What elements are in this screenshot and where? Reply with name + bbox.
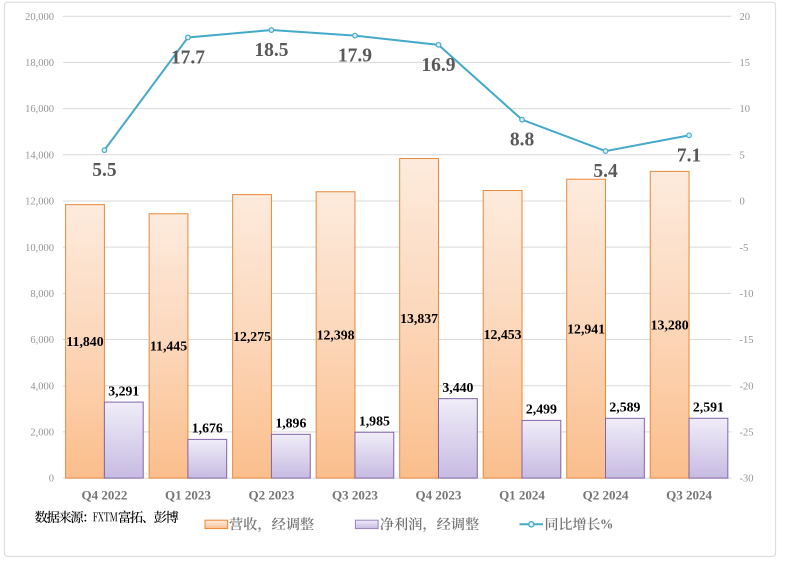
svg-text:1,896: 1,896 [275, 416, 306, 431]
svg-text:20,000: 20,000 [25, 12, 54, 23]
svg-text:2,000: 2,000 [30, 428, 54, 439]
svg-text:Q2 2024: Q2 2024 [583, 488, 629, 503]
svg-text:11,840: 11,840 [66, 334, 103, 349]
svg-text:18,000: 18,000 [25, 58, 54, 69]
svg-text:-5: -5 [740, 243, 749, 254]
svg-text:Q3 2024: Q3 2024 [666, 488, 712, 503]
svg-text:14,000: 14,000 [25, 150, 54, 161]
svg-text:Q4 2023: Q4 2023 [416, 488, 462, 503]
svg-text:-25: -25 [740, 428, 754, 439]
svg-text:16,000: 16,000 [25, 104, 54, 115]
svg-text:3,291: 3,291 [108, 383, 139, 398]
svg-text:%: % [600, 517, 614, 532]
svg-text:Q3 2023: Q3 2023 [332, 488, 378, 503]
svg-text:2,591: 2,591 [693, 399, 724, 414]
svg-text:16.9: 16.9 [421, 55, 455, 76]
svg-text:17.7: 17.7 [171, 47, 205, 68]
svg-text:20: 20 [740, 12, 751, 23]
svg-text:-30: -30 [740, 474, 754, 485]
svg-text:17.9: 17.9 [338, 46, 372, 67]
svg-text:0: 0 [49, 474, 54, 485]
svg-text:13,280: 13,280 [651, 317, 689, 332]
svg-text:3,440: 3,440 [442, 380, 473, 395]
svg-text:13,837: 13,837 [400, 311, 438, 326]
svg-text:4,000: 4,000 [30, 381, 54, 392]
svg-text:10,000: 10,000 [25, 243, 54, 254]
svg-text:5: 5 [740, 150, 745, 161]
svg-text:Q1 2024: Q1 2024 [499, 488, 545, 503]
svg-text:12,275: 12,275 [233, 329, 271, 344]
svg-text:12,000: 12,000 [25, 197, 54, 208]
svg-text:Q2 2023: Q2 2023 [249, 488, 295, 503]
svg-text:12,941: 12,941 [567, 321, 605, 336]
svg-text:8.8: 8.8 [510, 130, 535, 151]
svg-text:-10: -10 [740, 289, 754, 300]
svg-text:12,398: 12,398 [317, 328, 355, 343]
svg-text:7.1: 7.1 [677, 145, 701, 166]
svg-text:10: 10 [740, 104, 751, 115]
svg-text:18.5: 18.5 [254, 40, 288, 61]
svg-text:2,589: 2,589 [609, 400, 640, 415]
svg-text:1,676: 1,676 [192, 421, 223, 436]
svg-text:6,000: 6,000 [30, 335, 54, 346]
svg-text:Q1 2023: Q1 2023 [165, 488, 211, 503]
svg-text:Q4 2022: Q4 2022 [81, 488, 127, 503]
svg-text:11,445: 11,445 [150, 339, 187, 354]
svg-text:0: 0 [740, 197, 745, 208]
svg-text:1,985: 1,985 [359, 413, 390, 428]
svg-text:2,499: 2,499 [526, 402, 557, 417]
svg-text:12,453: 12,453 [484, 327, 522, 342]
svg-text:-20: -20 [740, 381, 754, 392]
svg-text:5.4: 5.4 [593, 161, 618, 182]
svg-text:5.5: 5.5 [92, 160, 117, 181]
svg-text:-15: -15 [740, 335, 754, 346]
svg-text:8,000: 8,000 [30, 289, 54, 300]
svg-text:15: 15 [740, 58, 751, 69]
